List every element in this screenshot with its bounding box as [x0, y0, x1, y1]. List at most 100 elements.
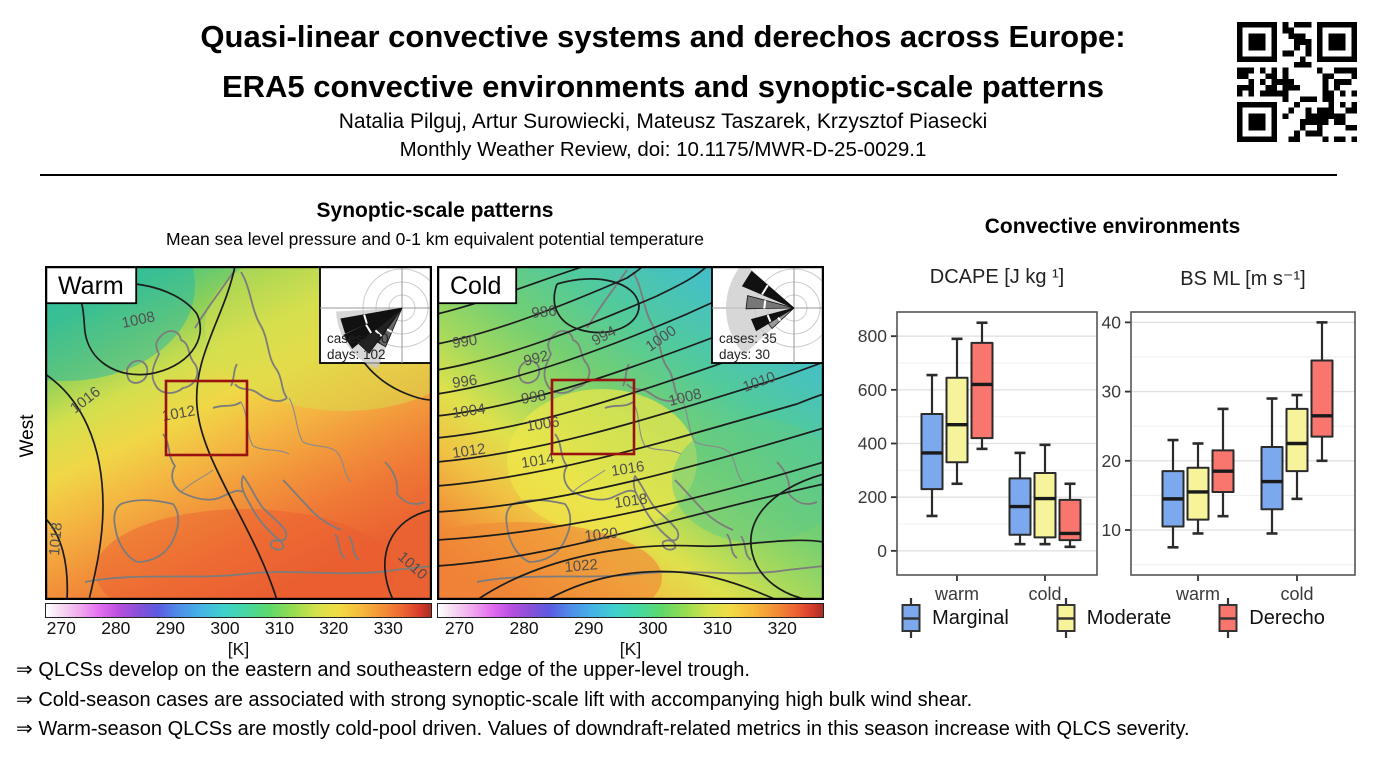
coastline	[572, 489, 636, 501]
y-axis-tick-label: 40	[1102, 312, 1122, 332]
map-season-label: Warm	[58, 272, 124, 300]
colorbar-tick-label: 330	[373, 618, 403, 638]
qr-module	[1322, 90, 1329, 97]
isobar-label: 1016	[610, 458, 646, 480]
coastline	[240, 271, 288, 399]
coastline	[740, 535, 752, 561]
country-border	[252, 445, 290, 455]
isobar-contour	[553, 278, 640, 334]
box-marginal-cold	[1260, 445, 1284, 511]
coastline	[84, 565, 432, 583]
rose-petal-gap	[386, 328, 393, 333]
country-border	[680, 397, 696, 443]
qr-module	[1322, 73, 1329, 80]
qr-module	[1351, 102, 1357, 108]
qr-module	[1282, 73, 1289, 80]
country-border	[336, 451, 352, 483]
qr-module	[1242, 84, 1249, 91]
isobar-label: 1022	[564, 556, 599, 576]
y-axis-tick-label: 10	[1102, 520, 1122, 540]
isobar-label: 996	[451, 372, 478, 392]
qr-module	[1288, 84, 1295, 91]
qr-module	[1259, 67, 1266, 74]
coastline	[212, 401, 242, 409]
map-season-label: Cold	[450, 272, 501, 300]
qr-module	[1299, 96, 1306, 102]
qr-module	[1322, 136, 1329, 142]
coastline	[384, 461, 426, 505]
isobar-label: 1008	[120, 308, 156, 332]
colorbar-warm-unit: [K]	[227, 639, 250, 659]
isobar-contour	[476, 539, 824, 600]
qr-module	[1282, 113, 1289, 120]
rose-petal-gap	[363, 314, 368, 324]
row-label-west: West	[17, 414, 38, 458]
rose-cases-count: cases:120	[327, 331, 389, 346]
coastline	[476, 565, 824, 583]
chart-title-bsml: BS ML [m s⁻¹]	[1180, 268, 1306, 290]
qr-module	[1288, 33, 1295, 40]
qr-module	[1237, 73, 1243, 80]
isobar-contour	[437, 361, 824, 463]
qr-module	[1288, 50, 1295, 57]
rose-petal	[343, 307, 403, 349]
qr-module	[1328, 90, 1335, 97]
y-axis-tick-label: 30	[1102, 382, 1122, 402]
isobar-contour	[45, 373, 104, 600]
qr-module	[1259, 90, 1266, 97]
colorbar-cold-ticks: 270 280 290 300 310 320	[437, 618, 824, 638]
isobar-contour	[437, 266, 708, 371]
qr-module	[1282, 96, 1289, 102]
qr-module	[1351, 67, 1357, 74]
plot-panel-border	[896, 311, 1098, 576]
qr-module	[1248, 79, 1255, 85]
qr-module	[1248, 90, 1255, 97]
qr-module	[1334, 84, 1340, 91]
qr-module	[1282, 67, 1289, 74]
qr-module	[1328, 107, 1335, 114]
qr-module	[1339, 90, 1346, 97]
qr-module	[1345, 67, 1352, 74]
coastline	[776, 461, 818, 505]
qr-module	[1294, 84, 1300, 91]
qr-module	[1317, 113, 1323, 120]
country-border	[180, 469, 214, 493]
rose-petal-gap	[763, 300, 767, 309]
coastline	[151, 330, 199, 394]
y-axis-tick-label: 800	[858, 326, 887, 346]
qr-module	[1288, 79, 1295, 85]
qr-module	[1237, 67, 1243, 74]
page-title-line2: ERA5 convective environments and synopti…	[221, 69, 1105, 104]
map-border	[45, 266, 432, 600]
colorbar-tick-label: 300	[210, 618, 240, 638]
qr-module	[1317, 67, 1323, 74]
qr-module	[1339, 79, 1346, 85]
analysis-domain-box	[164, 379, 249, 457]
isobar-contour	[437, 483, 824, 567]
box-moderate-warm	[945, 376, 969, 464]
qr-module	[1311, 113, 1317, 120]
qr-module	[1288, 107, 1295, 114]
qr-module	[1277, 79, 1283, 85]
box-derecho-warm	[970, 341, 994, 440]
qr-module	[1282, 27, 1289, 34]
colorbar-tick-label: 270	[444, 618, 475, 638]
colorbar-tick-label: 310	[264, 618, 295, 638]
isobar-contour	[195, 266, 278, 600]
page-title-line1: Quasi-linear convective systems and dere…	[200, 19, 1126, 54]
rose-petal	[340, 307, 403, 334]
colorbar-tick-label: 280	[101, 618, 131, 638]
chart-title-dcape: DCAPE [J kg ¹]	[929, 266, 1065, 288]
qr-module	[1317, 130, 1323, 137]
y-axis-tick-label: 200	[858, 487, 887, 507]
isobar-contour	[437, 393, 824, 487]
qr-module	[1345, 79, 1352, 85]
colorbar-warm	[45, 603, 432, 618]
rose-petal	[767, 307, 795, 330]
qr-module	[1339, 102, 1346, 108]
qr-module	[1305, 96, 1312, 102]
isobar-label: 990	[451, 332, 478, 352]
qr-module	[1294, 130, 1300, 137]
coastline	[126, 359, 149, 384]
coastline	[282, 479, 342, 531]
